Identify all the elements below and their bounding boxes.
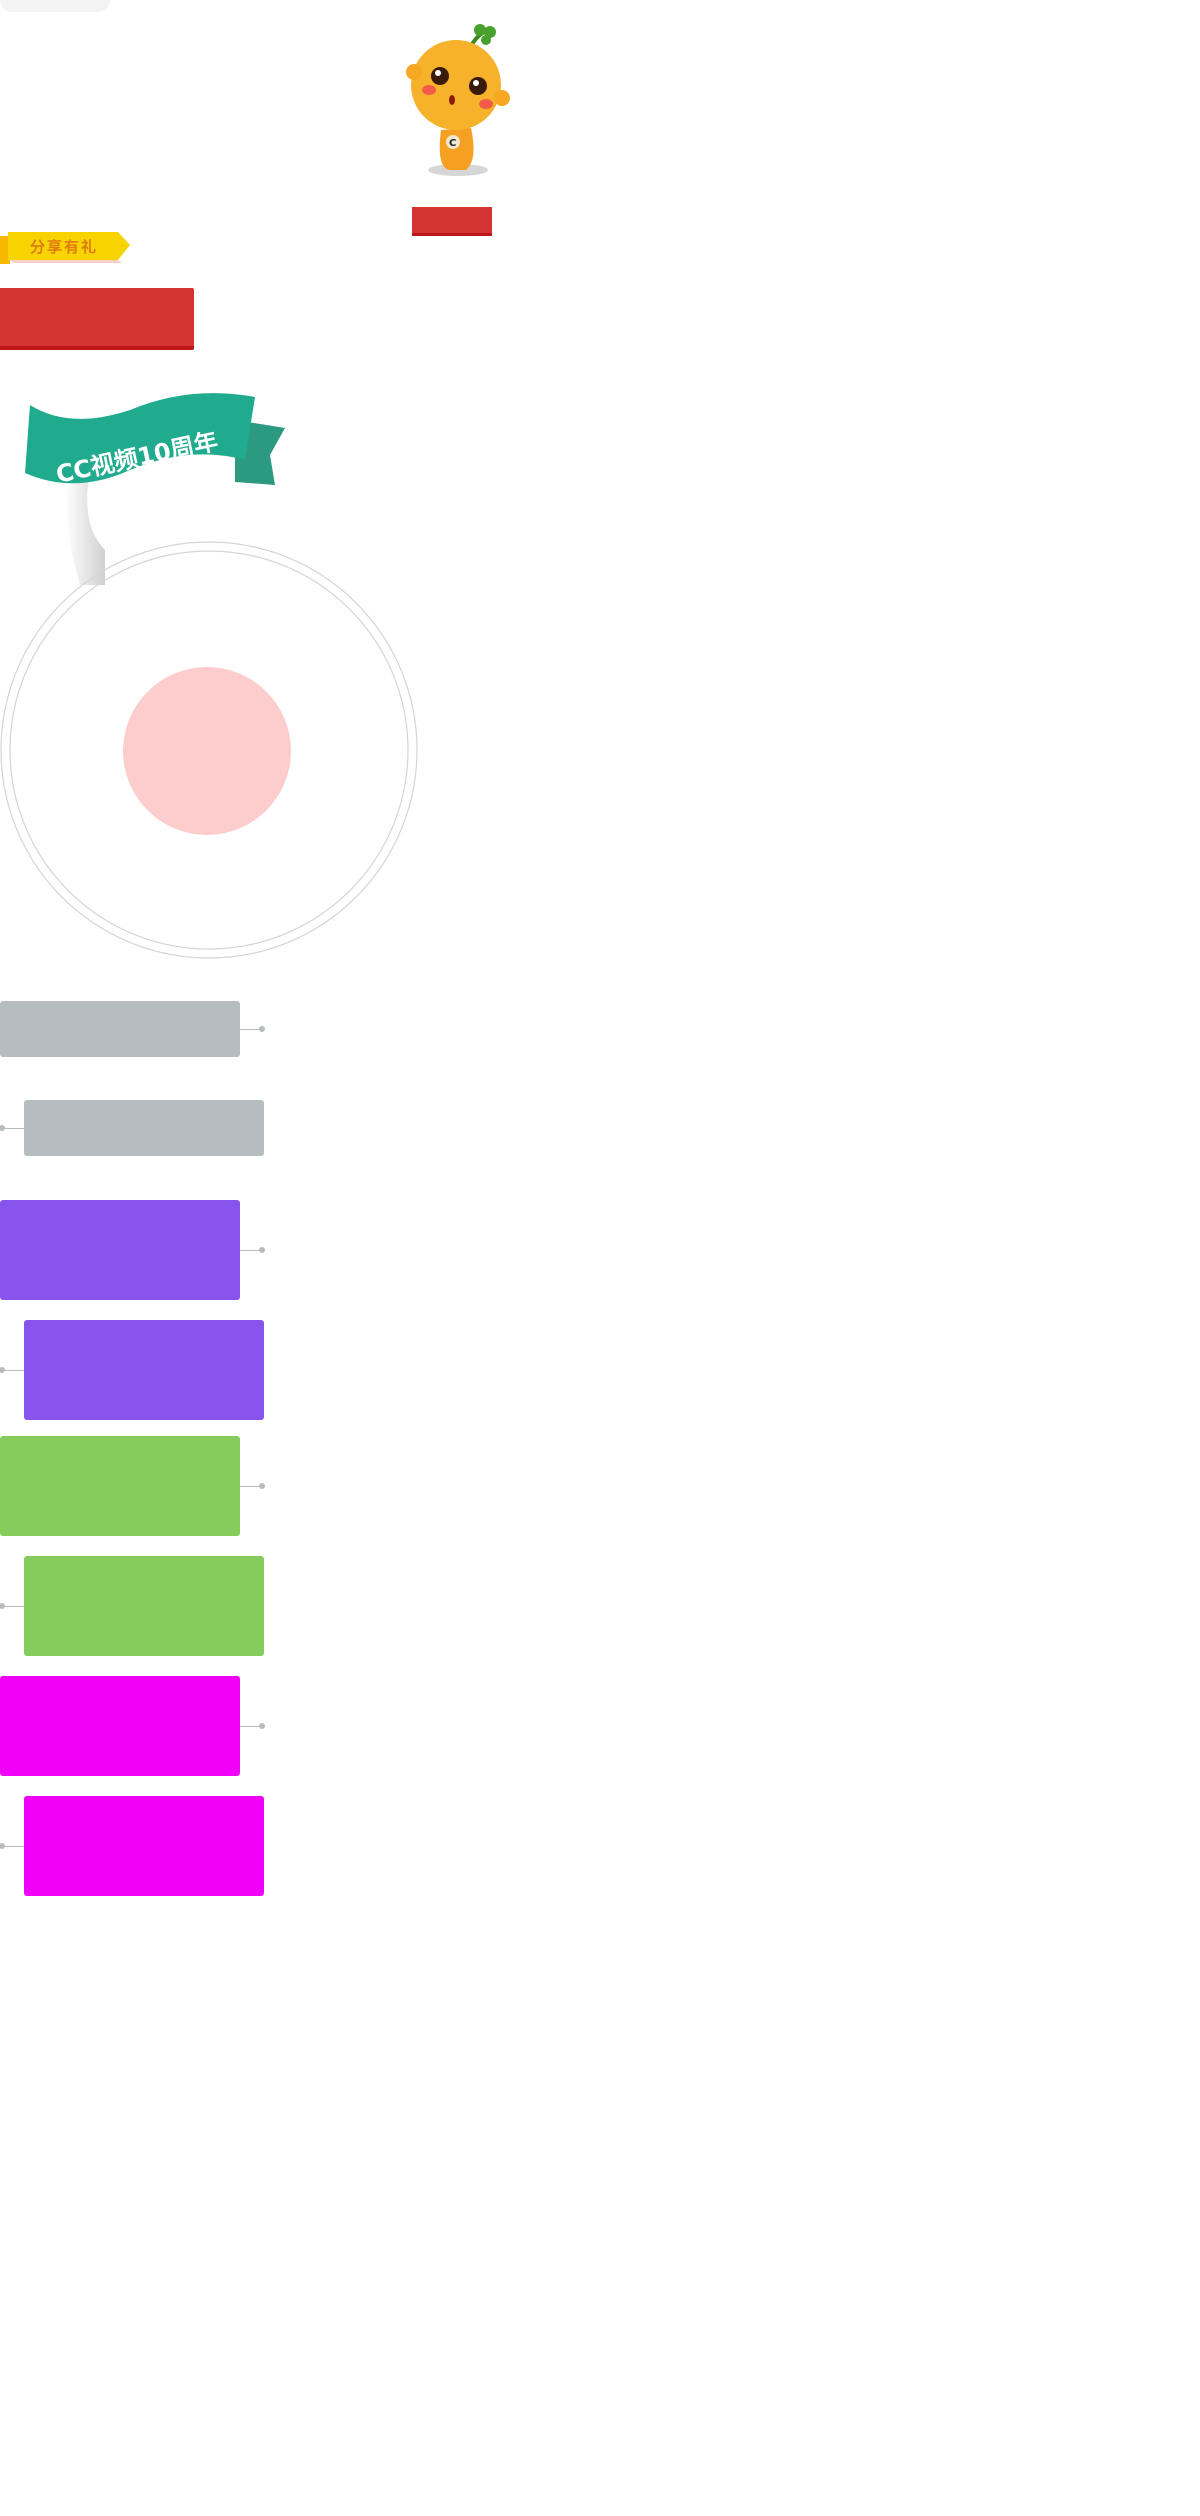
timeline-card[interactable] — [24, 1556, 264, 1656]
timeline-card[interactable] — [24, 1100, 264, 1156]
top-tab — [0, 0, 110, 12]
timeline-card[interactable] — [24, 1796, 264, 1896]
share-gift-label[interactable]: 分享有礼 — [30, 238, 99, 256]
timeline-dot — [259, 1483, 265, 1489]
timeline-connector — [2, 1846, 24, 1847]
small-red-button[interactable] — [412, 207, 492, 236]
inner-ring — [9, 550, 409, 950]
share-tag-shape — [0, 232, 130, 264]
large-red-button[interactable] — [0, 288, 194, 350]
timeline-dot — [259, 1723, 265, 1729]
timeline-connector — [240, 1029, 262, 1030]
mascot-icon: C — [406, 24, 510, 176]
timeline-card[interactable] — [0, 1676, 240, 1776]
timeline-dot — [0, 1603, 5, 1609]
timeline-connector — [2, 1606, 24, 1607]
outer-ring — [0, 541, 418, 959]
svg-text:C: C — [449, 138, 456, 149]
timeline-card[interactable] — [0, 1200, 240, 1300]
center-pink-circle[interactable] — [123, 667, 291, 835]
timeline-connector — [240, 1250, 262, 1251]
timeline-card[interactable] — [24, 1320, 264, 1420]
timeline-connector — [240, 1486, 262, 1487]
timeline-dot — [0, 1125, 5, 1131]
timeline-dot — [259, 1026, 265, 1032]
anniversary-banner: CC视频10周年 — [25, 393, 285, 585]
timeline-connector — [240, 1726, 262, 1727]
timeline-connector — [2, 1128, 24, 1129]
timeline-card[interactable] — [0, 1001, 240, 1057]
circle-target — [0, 541, 418, 959]
timeline-dot — [0, 1843, 5, 1849]
timeline-card[interactable] — [0, 1436, 240, 1536]
timeline-connector — [2, 1370, 24, 1371]
timeline-dot — [0, 1367, 5, 1373]
timeline-dot — [259, 1247, 265, 1253]
